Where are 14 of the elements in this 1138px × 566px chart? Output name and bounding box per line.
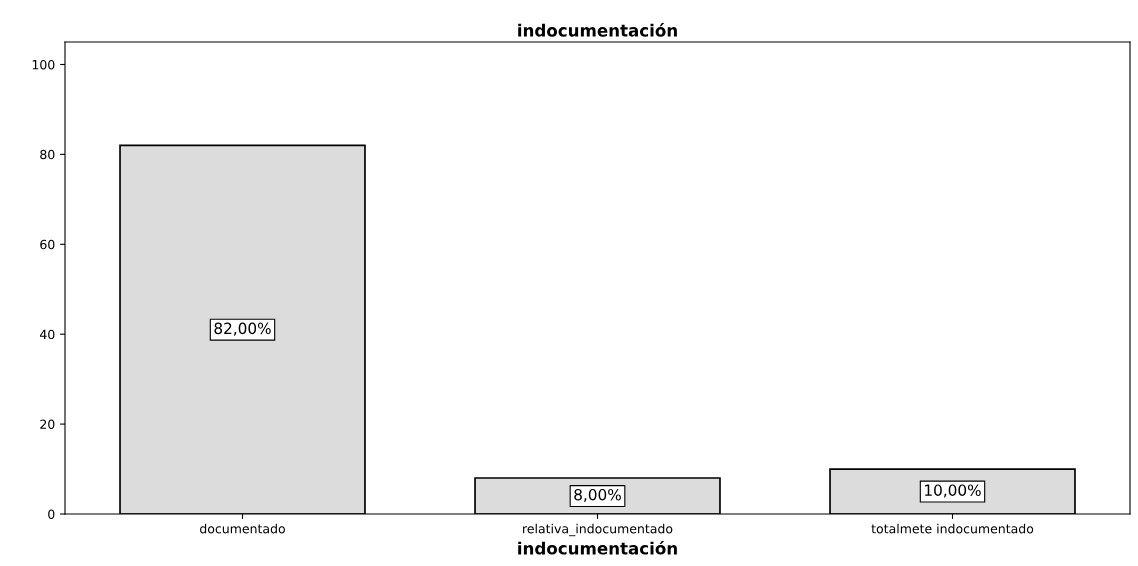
x-tick-label: totalmete indocumentado	[871, 523, 1034, 534]
x-tick-label: documentado	[200, 523, 285, 534]
data-label: 10,00%	[925, 484, 981, 498]
data-label: 8,00%	[574, 488, 621, 503]
chart-title: indocumentación	[518, 23, 677, 37]
y-tick-label: 80	[40, 149, 55, 160]
y-tick-label: 20	[40, 419, 55, 430]
x-tick-label: relativa_indocumentado	[523, 523, 673, 537]
y-tick-label: 0	[48, 509, 55, 519]
y-tick-label: 100	[32, 59, 55, 70]
data-label: 82,00%	[214, 322, 271, 336]
x-axis-title: indocumentación	[518, 541, 677, 555]
y-tick-label: 60	[40, 239, 55, 250]
y-tick-label: 40	[39, 329, 55, 340]
